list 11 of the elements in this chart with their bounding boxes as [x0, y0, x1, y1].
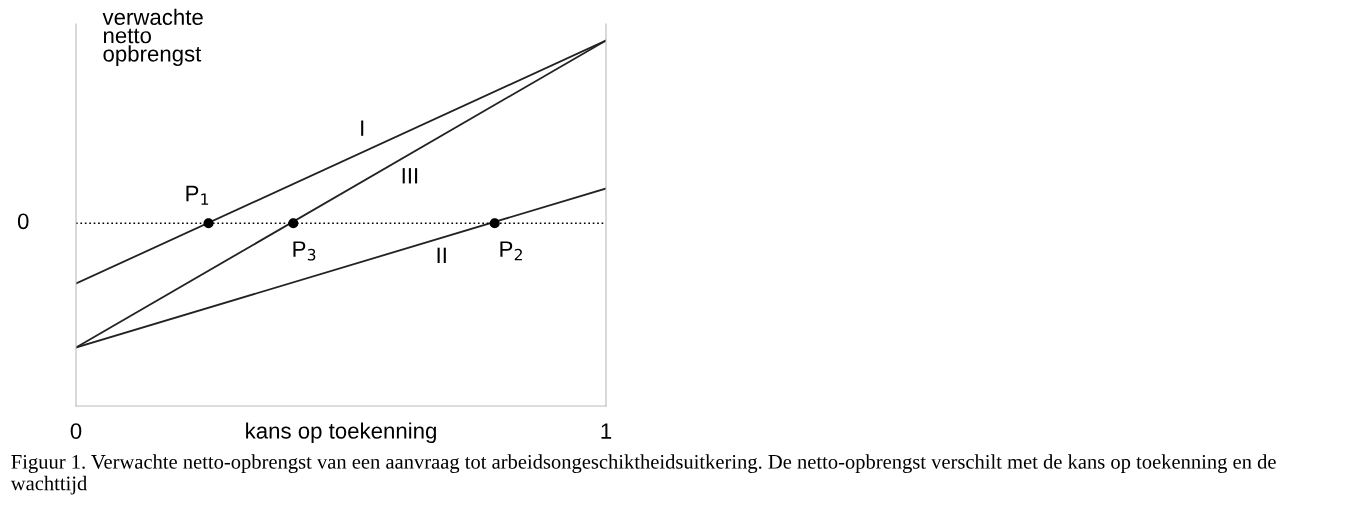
series-label: III [402, 168, 418, 184]
annotation: P$_{3}$ [293, 241, 316, 261]
x-tick-label: 1 [601, 423, 612, 439]
y-axis-title: verwachte netto opbrengst [102, 8, 203, 67]
annotation: P$_{1}$ [186, 185, 209, 205]
x-axis-title: kans op toekenning [246, 422, 436, 444]
annotation: P$_{2}$ [500, 241, 522, 261]
text: Figuur 1. Verwachte netto-opbrengst van een aanvraag tot arbeidsongeschiktheidsuitkering. De netto-opbrengst verschilt met de kans op toekenning en de wachttijd [10, 454, 1276, 495]
series-label: II [437, 247, 446, 263]
series-label: I [361, 120, 364, 136]
ref-line-label: 0 [17, 213, 29, 230]
